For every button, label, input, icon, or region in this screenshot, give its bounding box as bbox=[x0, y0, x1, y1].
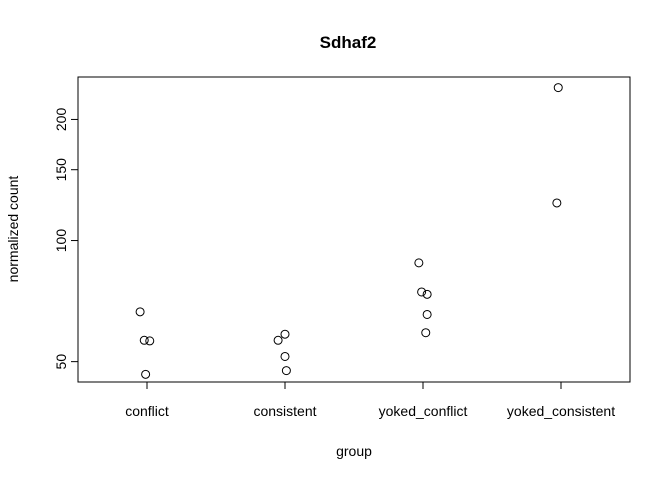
y-tick-label: 150 bbox=[53, 158, 69, 182]
data-point bbox=[281, 366, 291, 376]
plot-frame bbox=[77, 76, 631, 383]
data-point bbox=[273, 335, 283, 345]
data-point bbox=[280, 351, 290, 361]
chart-title: Sdhaf2 bbox=[320, 33, 377, 52]
data-point bbox=[141, 369, 151, 379]
y-axis-label: normalized count bbox=[5, 176, 21, 283]
data-point bbox=[552, 198, 562, 208]
data-point bbox=[422, 309, 432, 319]
y-tick-label: 50 bbox=[53, 354, 69, 370]
data-point bbox=[422, 289, 432, 299]
x-tick-label: yoked_consistent bbox=[507, 403, 615, 419]
y-tick-label: 200 bbox=[53, 108, 69, 132]
x-axis: conflict consistent yoked_conflict yoked_co… bbox=[125, 381, 615, 419]
x-axis-label: group bbox=[336, 443, 372, 459]
x-tick-label: consistent bbox=[253, 403, 316, 419]
data-point bbox=[414, 258, 424, 268]
data-point bbox=[421, 328, 431, 338]
data-point bbox=[139, 335, 149, 345]
data-point bbox=[135, 307, 145, 317]
data-point bbox=[417, 287, 427, 297]
x-tick-label: conflict bbox=[125, 403, 169, 419]
x-tick-label: yoked_conflict bbox=[379, 403, 468, 419]
y-tick-label: 100 bbox=[53, 229, 69, 253]
data-point bbox=[553, 83, 563, 93]
data-point bbox=[145, 336, 155, 346]
data-points bbox=[135, 83, 563, 379]
y-axis: 50 100 150 200 bbox=[53, 108, 79, 370]
data-point bbox=[280, 329, 290, 339]
